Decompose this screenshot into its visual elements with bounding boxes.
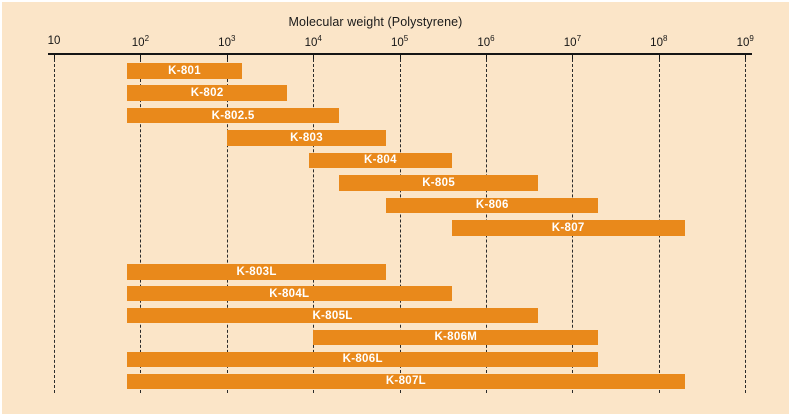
range-bar-k-803l: K-803L (127, 264, 387, 280)
x-tick-mark (54, 55, 55, 60)
range-bar-k-804: K-804 (309, 152, 452, 169)
x-tick-label: 104 (304, 34, 322, 49)
range-bar-k-802: K-802 (127, 85, 288, 101)
range-bar-k-806m: K-806M (313, 329, 599, 346)
x-tick-label: 109 (736, 34, 754, 49)
x-tick-exponent: 5 (403, 34, 409, 43)
x-tick-label: 103 (218, 34, 236, 49)
bar-label: K-802.5 (211, 109, 255, 122)
range-bar-k-806: K-806 (386, 197, 599, 214)
gridline (399, 59, 401, 393)
x-axis-line (48, 53, 752, 55)
bar-label: K-807L (385, 375, 426, 388)
bar-label: K-805 (422, 176, 456, 189)
bar-label: K-806 (475, 199, 509, 212)
x-tick-label: 102 (131, 34, 150, 49)
bar-label: K-807 (551, 221, 585, 234)
x-tick-mark (399, 55, 401, 60)
x-tick-mark (658, 55, 660, 60)
x-tick-exponent: 9 (749, 34, 754, 43)
x-tick-label: 106 (477, 34, 495, 49)
x-tick-exponent: 8 (662, 34, 668, 43)
bar-label: K-806L (342, 353, 383, 366)
gridline (745, 59, 747, 393)
range-bar-k-802.5: K-802.5 (127, 107, 340, 124)
x-tick-exponent: 6 (490, 34, 495, 43)
bar-label: K-805L (312, 309, 353, 322)
bar-label: K-802 (190, 87, 224, 100)
x-tick-label: 107 (563, 34, 582, 49)
gridline (226, 59, 228, 393)
bar-label: K-803L (236, 265, 277, 278)
x-tick-mark (140, 55, 142, 60)
range-bar-k-803: K-803 (226, 130, 387, 146)
bar-label: K-806M (434, 331, 478, 344)
range-bar-k-801: K-801 (127, 63, 242, 79)
bar-label: K-804 (364, 154, 397, 167)
gridline (313, 59, 315, 393)
x-tick-label: 10 (47, 35, 61, 47)
x-tick-label: 108 (650, 34, 668, 49)
range-bar-k-807: K-807 (451, 220, 685, 236)
bar-label: K-803 (290, 132, 323, 145)
gridline (54, 59, 55, 393)
x-tick-mark (486, 55, 487, 60)
x-tick-label: 105 (390, 34, 409, 49)
x-tick-exponent: 7 (576, 34, 582, 43)
bar-label: K-804L (269, 287, 310, 300)
chart-title: Molecular weight (Polystyrene) (288, 15, 463, 29)
range-bar-k-804l: K-804L (127, 285, 452, 302)
gridline (140, 59, 142, 393)
x-tick-mark (745, 55, 747, 60)
range-bar-k-805: K-805 (339, 175, 538, 191)
range-bar-k-805l: K-805L (127, 307, 539, 324)
x-tick-mark (313, 55, 315, 60)
x-tick-mark (572, 55, 574, 60)
range-bar-k-806l: K-806L (127, 351, 599, 368)
x-tick-exponent: 3 (230, 34, 236, 43)
range-bar-k-807l: K-807L (127, 373, 685, 389)
bar-label: K-801 (168, 64, 201, 77)
x-tick-mark (226, 55, 228, 60)
x-tick-exponent: 4 (317, 34, 322, 43)
x-tick-exponent: 2 (144, 34, 150, 43)
